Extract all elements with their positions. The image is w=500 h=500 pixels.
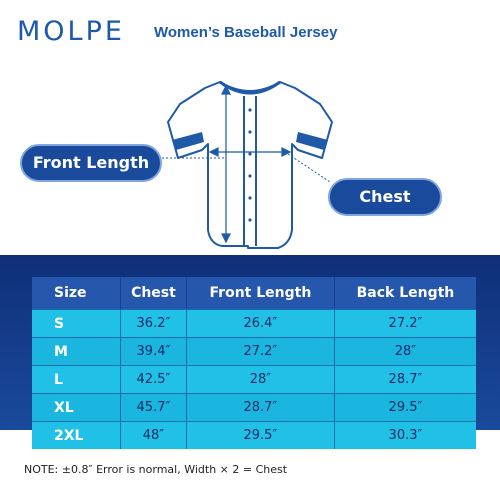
chest-cell: 45.7″ [120, 393, 186, 421]
right-sleeve-band [296, 132, 328, 150]
chest-cell: 39.4″ [120, 337, 186, 365]
button [248, 152, 252, 156]
column-header-back-length: Back Length [333, 277, 476, 309]
page-title: Women’s Baseball Jersey [154, 24, 338, 41]
table-header-row: Size Chest Front Length Back Length [32, 277, 476, 309]
brand-logo: MOLPE [17, 16, 125, 47]
size-cell: M [32, 337, 120, 365]
chest-label: Chest [328, 178, 442, 216]
footnote: NOTE: ±0.8″ Error is normal, Width × 2 =… [24, 463, 288, 476]
jersey-diagram [158, 80, 333, 249]
button [248, 130, 252, 134]
table-row: M 39.4″ 27.2″ 28″ [32, 337, 476, 365]
table-row: XL 45.7″ 28.7″ 29.5″ [32, 393, 476, 421]
front-length-label: Front Length [20, 144, 162, 182]
column-header-size: Size [32, 277, 120, 309]
button [248, 218, 252, 222]
size-cell: XL [32, 393, 120, 421]
front-length-arrowhead-bottom [221, 233, 231, 244]
column-header-front-length: Front Length [185, 277, 334, 309]
button [248, 196, 252, 200]
back-length-cell: 27.2″ [333, 309, 476, 337]
chest-leader [287, 153, 331, 183]
front-length-cell: 29.5″ [185, 421, 334, 449]
back-length-cell: 28.7″ [333, 365, 476, 393]
size-chart-table: Size Chest Front Length Back Length S 36… [32, 277, 476, 449]
table-row: L 42.5″ 28″ 28.7″ [32, 365, 476, 393]
chest-cell: 36.2″ [120, 309, 186, 337]
front-length-cell: 26.4″ [185, 309, 334, 337]
chest-cell: 48″ [120, 421, 186, 449]
front-length-cell: 27.2″ [185, 337, 334, 365]
back-length-cell: 29.5″ [333, 393, 476, 421]
size-cell: S [32, 309, 120, 337]
chest-cell: 42.5″ [120, 365, 186, 393]
table-row: 2XL 48″ 29.5″ 30.3″ [32, 421, 476, 449]
back-length-cell: 28″ [333, 337, 476, 365]
jersey-outline [167, 81, 333, 249]
size-cell: 2XL [32, 421, 120, 449]
chest-arrowhead-right [281, 147, 292, 157]
front-length-arrowhead-top [221, 84, 231, 95]
left-sleeve-band [172, 132, 204, 150]
button [248, 108, 252, 112]
back-length-cell: 30.3″ [333, 421, 476, 449]
table-row: S 36.2″ 26.4″ 27.2″ [32, 309, 476, 337]
button [248, 174, 252, 178]
front-length-cell: 28.7″ [185, 393, 334, 421]
front-length-cell: 28″ [185, 365, 334, 393]
chest-arrowhead-left [208, 147, 219, 157]
size-cell: L [32, 365, 120, 393]
column-header-chest: Chest [120, 277, 186, 309]
